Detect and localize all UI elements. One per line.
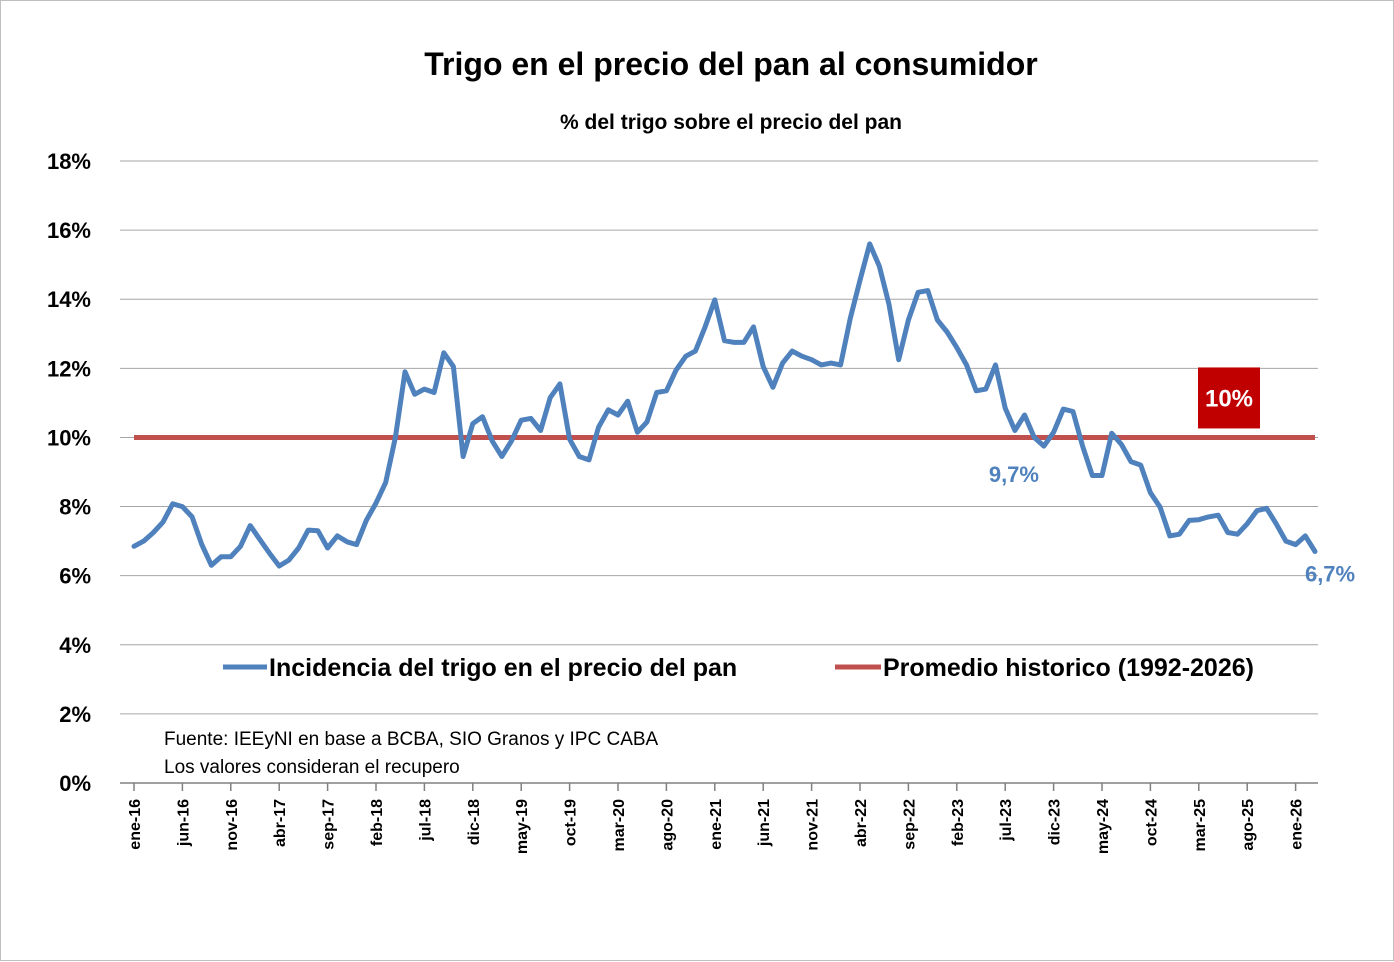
- x-tick-label: jul-18: [417, 799, 434, 842]
- x-tick-label: abr-22: [853, 799, 870, 847]
- x-tick-label: mar-20: [611, 799, 628, 852]
- y-axis-ticks: 0% 2% 4% 6% 8% 10% 12% 14% 16% 18%: [47, 149, 91, 796]
- x-tick-label: mar-25: [1192, 799, 1209, 852]
- x-axis-ticks: ene-16 jun-16 nov-16 abr-17 sep-17 feb-18 jul-…: [127, 783, 1306, 854]
- x-tick-label: nov-16: [224, 799, 241, 851]
- y-tick-label: 12%: [47, 356, 91, 381]
- y-tick-label: 16%: [47, 218, 91, 243]
- y-tick-label: 10%: [47, 425, 91, 450]
- incidence-series-line: [131, 241, 1318, 569]
- x-tick-label: jun-21: [756, 799, 773, 847]
- y-tick-label: 18%: [47, 149, 91, 174]
- average-badge-label: 10%: [1205, 385, 1253, 412]
- x-tick-label: sep-17: [321, 799, 338, 850]
- legend: Incidencia del trigo en el precio del pa…: [223, 654, 1254, 682]
- average-badge: [1198, 367, 1260, 429]
- y-tick-label: 2%: [59, 702, 91, 727]
- x-tick-label: oct-24: [1143, 799, 1160, 846]
- series-line: [131, 241, 1318, 569]
- x-tick-label: dic-23: [1047, 799, 1064, 845]
- source-line-1: Fuente: IEEyNI en base a BCBA, SIO Grano…: [164, 729, 659, 750]
- x-tick-label: nov-21: [805, 799, 822, 851]
- y-tick-label: 14%: [47, 287, 91, 312]
- x-tick-label: oct-19: [563, 799, 580, 846]
- x-tick-label: may-24: [1095, 799, 1112, 854]
- y-tick-label: 6%: [59, 564, 91, 589]
- x-tick-label: feb-23: [950, 799, 967, 846]
- annotations: 9,7% 6,7% 10%: [989, 367, 1355, 586]
- legend-label-series: Incidencia del trigo en el precio del pa…: [269, 654, 737, 682]
- x-tick-label: sep-22: [901, 799, 918, 850]
- x-tick-label: ago-20: [659, 799, 676, 851]
- x-tick-label: feb-18: [369, 799, 386, 846]
- data-label-last: 6,7%: [1305, 561, 1355, 586]
- x-tick-label: jul-23: [998, 799, 1015, 842]
- chart-subtitle: % del trigo sobre el precio del pan: [560, 111, 902, 134]
- x-tick-label: ene-26: [1289, 799, 1306, 850]
- x-tick-label: dic-18: [466, 799, 483, 845]
- data-label-min: 9,7%: [989, 462, 1039, 487]
- grid-lines: [120, 160, 1318, 784]
- chart-title: Trigo en el precio del pan al consumidor: [424, 46, 1037, 82]
- source-line-2: Los valores consideran el recupero: [164, 757, 460, 778]
- y-tick-label: 4%: [59, 633, 91, 658]
- x-tick-label: ago-25: [1240, 799, 1257, 851]
- y-tick-label: 0%: [59, 771, 91, 796]
- x-tick-label: may-19: [514, 799, 531, 854]
- legend-label-average: Promedio historico (1992-2026): [883, 654, 1254, 682]
- x-tick-label: ene-16: [127, 799, 144, 850]
- source-note: Fuente: IEEyNI en base a BCBA, SIO Grano…: [164, 729, 659, 778]
- y-tick-label: 8%: [59, 495, 91, 520]
- x-tick-label: abr-17: [272, 799, 289, 847]
- x-tick-label: jun-16: [175, 799, 192, 847]
- x-tick-label: ene-21: [708, 799, 725, 850]
